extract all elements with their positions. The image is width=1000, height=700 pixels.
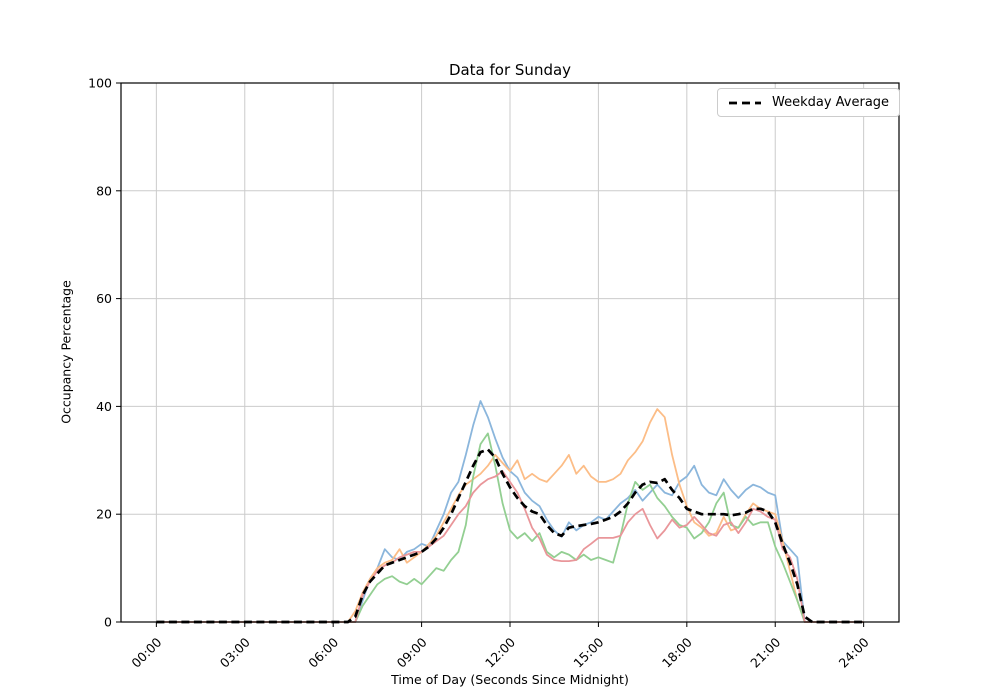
x-tick-label: 21:00	[747, 634, 783, 670]
y-tick-label: 100	[88, 76, 112, 91]
legend: Weekday Average	[717, 88, 901, 117]
x-tick-label: 00:00	[128, 634, 164, 670]
y-axis-label: Occupancy Percentage	[58, 280, 74, 424]
x-tick-label: 09:00	[394, 634, 430, 670]
y-tick-label: 20	[96, 507, 112, 522]
legend-dashed-line-sample	[729, 101, 761, 104]
x-tick-label: 03:00	[217, 634, 253, 670]
chart-title: Data for Sunday	[448, 61, 572, 79]
x-axis-label: Time of Day (Seconds Since Midnight)	[391, 672, 629, 687]
y-tick-label: 80	[96, 183, 112, 198]
ticks: 00:00 03:00 06:00 09:00 12:00 15:00 18:00 21:00…	[88, 76, 872, 671]
x-tick-label: 18:00	[659, 634, 695, 670]
x-tick-label: 06:00	[305, 634, 341, 670]
y-tick-label: 40	[96, 399, 112, 414]
y-tick-label: 0	[104, 615, 112, 630]
x-tick-label: 12:00	[482, 634, 518, 670]
legend-entry-label: Weekday Average	[772, 95, 890, 110]
x-tick-label: 24:00	[836, 634, 872, 670]
x-tick-label: 15:00	[570, 634, 606, 670]
y-tick-label: 60	[96, 291, 112, 306]
